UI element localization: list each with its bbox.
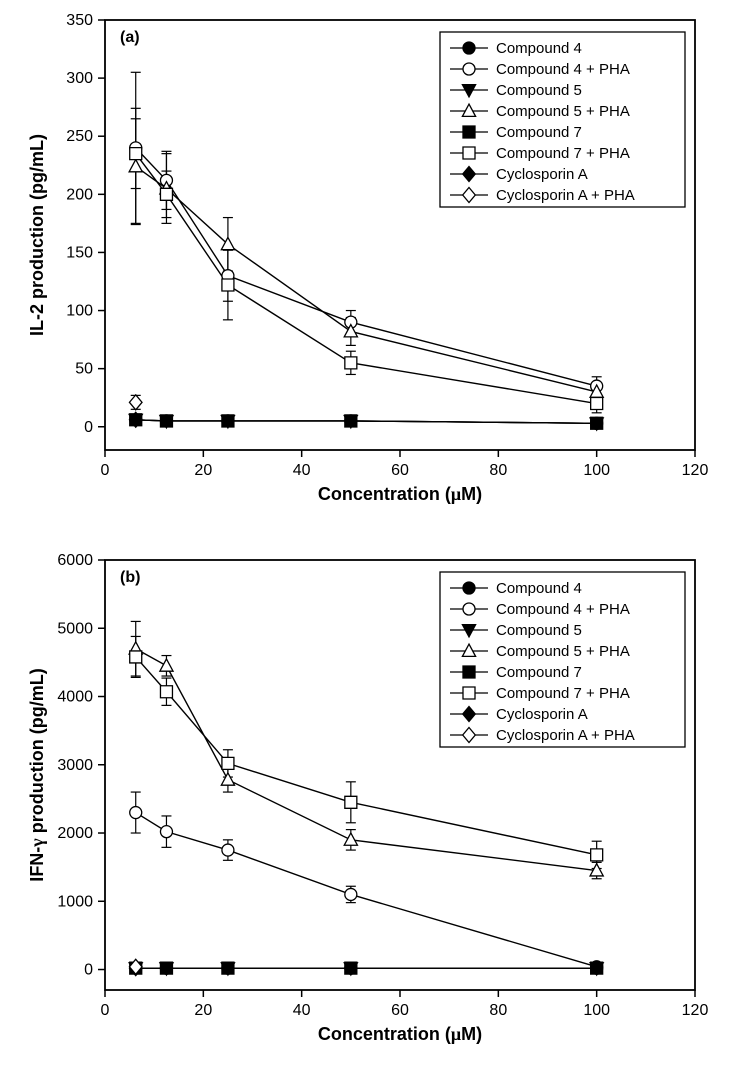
legend-label: Compound 7 <box>496 664 582 681</box>
xtick-label: 100 <box>583 462 610 479</box>
xtick-label: 0 <box>101 1002 110 1019</box>
chart-a: 0 20 40 60 80 100 120 0 50 100 150 200 250 300 350 Conc… <box>0 0 736 540</box>
ytick-label: 150 <box>66 244 93 261</box>
ytick-label: 0 <box>84 419 93 436</box>
legend-label: Compound 4 + PHA <box>496 601 630 618</box>
legend-label: Compound 7 + PHA <box>496 685 630 702</box>
ytick-label: 200 <box>66 186 93 203</box>
ytick-label: 2000 <box>57 825 93 842</box>
panel-tag: (a) <box>120 29 140 46</box>
legend-label: Cyclosporin A + PHA <box>496 727 635 744</box>
xtick-label: 80 <box>489 462 507 479</box>
xtick-label: 40 <box>293 1002 311 1019</box>
legend-label: Compound 7 <box>496 124 582 141</box>
legend-label: Compound 5 <box>496 82 582 99</box>
xtick-label: 120 <box>682 1002 709 1019</box>
xtick-label: 60 <box>391 462 409 479</box>
figure: 020406080100120050100150200250300350Conc… <box>0 0 736 1080</box>
ytick-label: 1000 <box>57 893 93 910</box>
ytick-label: 4000 <box>57 689 93 706</box>
legend-label: Compound 5 <box>496 622 582 639</box>
xtick-label: 120 <box>682 462 709 479</box>
ytick-label: 50 <box>75 361 93 378</box>
ytick-label: 6000 <box>57 552 93 569</box>
legend-label: Cyclosporin A <box>496 166 588 183</box>
y-axis-label: IL-2 production (pg/mL) <box>27 134 47 336</box>
xtick-label: 40 <box>293 462 311 479</box>
ytick-label: 100 <box>66 303 93 320</box>
legend-label: Compound 7 + PHA <box>496 145 630 162</box>
ytick-label: 0 <box>84 962 93 979</box>
legend-label: Compound 4 <box>496 580 582 597</box>
panel-tag: (b) <box>120 569 140 586</box>
y-axis-label: IFN-γ production (pg/mL) <box>27 668 47 881</box>
xtick-label: 20 <box>194 1002 212 1019</box>
xtick-label: 60 <box>391 1002 409 1019</box>
xtick-label: 0 <box>101 462 110 479</box>
panel-a: 0 20 40 60 80 100 120 0 50 100 150 200 250 300 350 Conc… <box>0 0 736 540</box>
ytick-label: 250 <box>66 128 93 145</box>
series-line-c4p <box>136 813 597 967</box>
chart-b: 0 20 40 60 80 100 120 0 1000 2000 3000 4000 5000 6000… <box>0 540 736 1080</box>
xtick-label: 20 <box>194 462 212 479</box>
panel-b: 0 20 40 60 80 100 120 0 1000 2000 3000 4000 5000 6000… <box>0 540 736 1080</box>
xtick-label: 100 <box>583 1002 610 1019</box>
x-axis-label: Concentration (μM) <box>318 1024 482 1044</box>
legend-label: Cyclosporin A + PHA <box>496 187 635 204</box>
legend-label: Compound 4 + PHA <box>496 61 630 78</box>
series-line-c7 <box>136 420 597 423</box>
ytick-label: 300 <box>66 70 93 87</box>
ytick-label: 3000 <box>57 757 93 774</box>
legend-label: Compound 4 <box>496 40 582 57</box>
ytick-label: 5000 <box>57 620 93 637</box>
x-axis-label: Concentration (μM) <box>318 484 482 504</box>
legend-label: Compound 5 + PHA <box>496 643 630 660</box>
legend-label: Compound 5 + PHA <box>496 103 630 120</box>
legend-label: Cyclosporin A <box>496 706 588 723</box>
xtick-label: 80 <box>489 1002 507 1019</box>
ytick-label: 350 <box>66 12 93 29</box>
